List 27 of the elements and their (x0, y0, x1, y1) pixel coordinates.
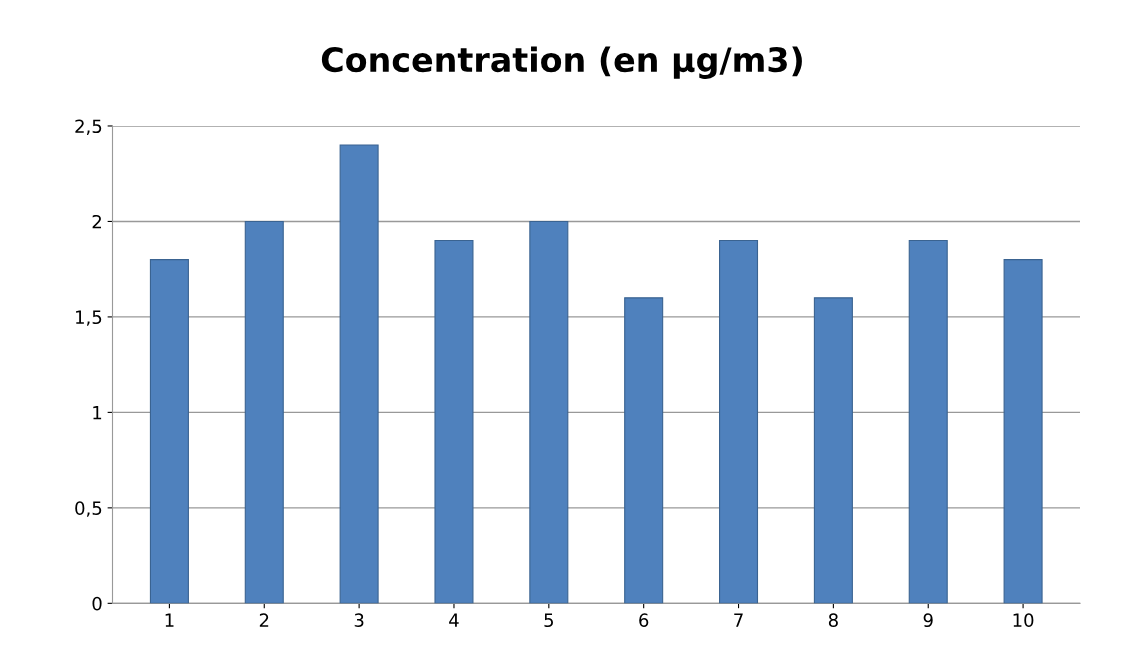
y-tick-label: 2,5 (75, 119, 102, 135)
bar (813, 297, 853, 604)
x-tick-label: 10 (1013, 613, 1034, 628)
x-tick-label: 5 (544, 613, 553, 628)
bar (624, 297, 664, 604)
bar (244, 220, 284, 604)
x-tick-label: 1 (165, 613, 174, 627)
bar (339, 144, 379, 604)
x-tick-label: 4 (449, 613, 459, 627)
bar (908, 239, 948, 604)
x-tick-label: 2 (259, 613, 269, 627)
bar (1003, 259, 1043, 604)
y-tick-label: 1,5 (76, 310, 102, 326)
x-tick-label: 9 (923, 613, 933, 628)
chart-title: Concentration (en µg/m3) (321, 46, 802, 79)
y-tick-label: 0 (92, 596, 102, 611)
x-tick-label: 3 (354, 613, 364, 628)
x-tick-label: 8 (828, 613, 838, 628)
x-tick-label: 7 (734, 613, 743, 627)
y-tick-label: 0,5 (75, 501, 102, 517)
bar (149, 259, 189, 604)
y-tick-label: 1 (93, 406, 102, 420)
bar (434, 239, 474, 604)
bar (719, 239, 759, 604)
x-tick-label: 6 (639, 613, 649, 628)
y-tick-label: 2 (92, 214, 101, 229)
bar (529, 220, 569, 604)
